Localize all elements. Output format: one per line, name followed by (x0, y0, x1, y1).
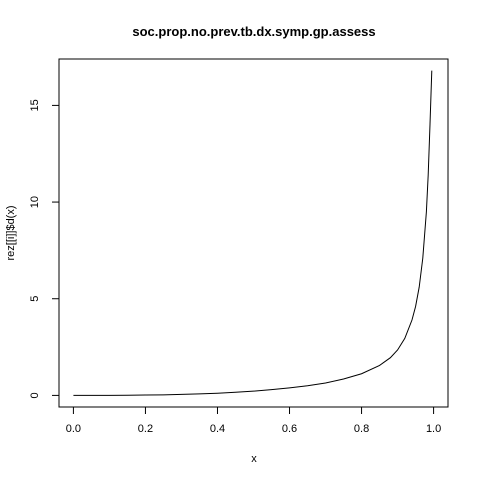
y-tick-label: 10 (29, 196, 41, 208)
x-tick-label: 0.4 (210, 423, 225, 435)
x-tick-label: 0.6 (282, 423, 297, 435)
x-axis-label: x (251, 453, 257, 465)
y-tick-label: 15 (29, 99, 41, 111)
x-tick-label: 0.8 (354, 423, 369, 435)
density-curve (73, 70, 433, 396)
x-axis: 0.0 0.2 0.4 0.6 0.8 1.0 (66, 406, 441, 435)
y-axis: 0 5 10 15 (29, 99, 60, 398)
x-tick-label: 0.0 (66, 423, 81, 435)
y-tick-label: 5 (29, 296, 41, 302)
x-tick-label: 0.2 (138, 423, 153, 435)
y-axis-label: rez[[i]]$d(x) (5, 205, 17, 260)
x-tick-label: 1.0 (426, 423, 441, 435)
chart-title: soc.prop.no.prev.tb.dx.symp.gp.assess (132, 24, 375, 39)
y-tick-label: 0 (29, 392, 41, 398)
plot-frame (58, 58, 449, 408)
